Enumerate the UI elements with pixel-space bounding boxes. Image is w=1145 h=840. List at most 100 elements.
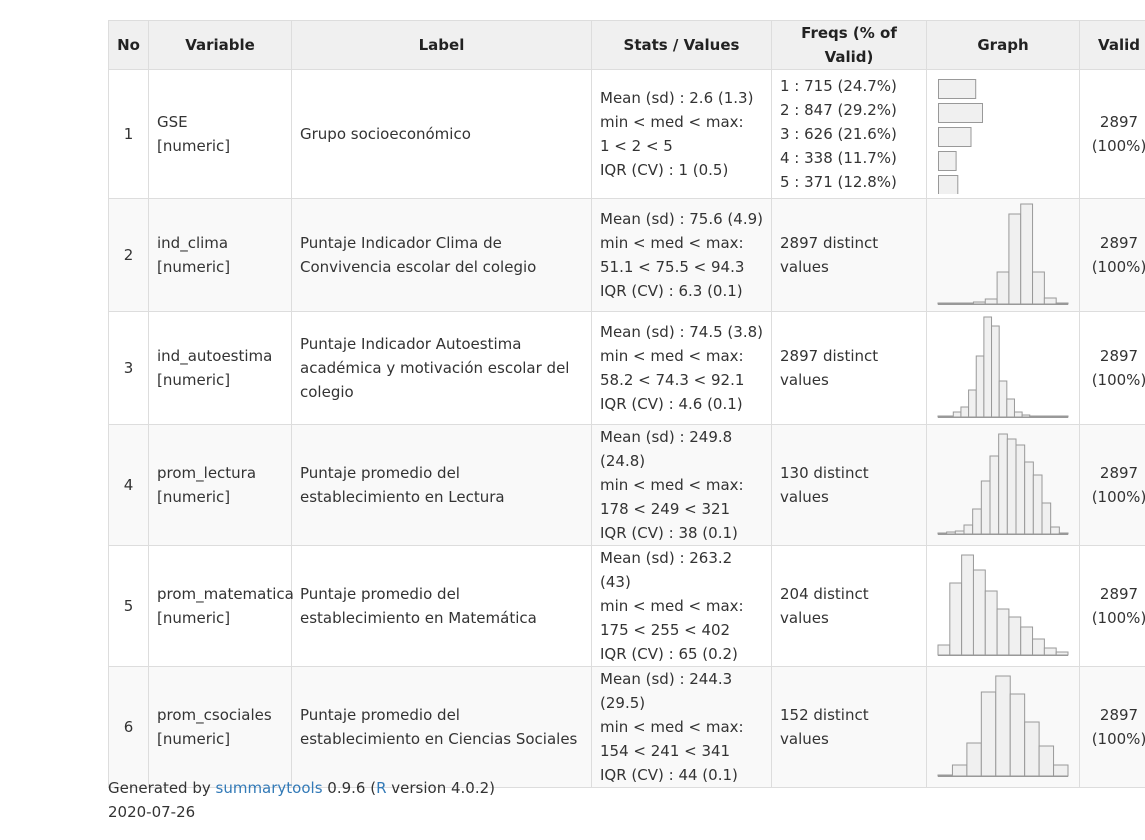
table-row: 3 ind_autoestima [numeric] Puntaje Indicado… [108, 311, 1145, 425]
histogram-bar [937, 644, 951, 656]
variable-cell: prom_matematica [numeric] [148, 545, 294, 667]
valid-count: 2897 [1099, 464, 1139, 482]
freq-line: 4 : 338 (11.7%) [780, 149, 897, 167]
freq-line: 1 : 715 (24.7%) [780, 77, 897, 95]
histogram-bar [996, 271, 1010, 305]
row-number: 2 [108, 198, 149, 312]
histogram-bar [945, 415, 954, 418]
generated-date: 2020-07-26 [108, 803, 196, 821]
stat-line: min < med < max: [600, 347, 744, 365]
histogram-bar [963, 524, 974, 535]
variable-cell: ind_clima [numeric] [148, 198, 292, 312]
variable-name: prom_csociales [157, 706, 272, 724]
valid-percent: (100%) [1091, 137, 1145, 155]
r-version-text: version 4.0.2) [386, 779, 496, 797]
histogram-bar [937, 532, 948, 535]
histogram-bar [961, 554, 974, 656]
histogram-bar [1021, 414, 1031, 418]
histogram-bar [989, 455, 1000, 535]
variable-name: ind_autoestima [157, 347, 273, 365]
histogram-bar [1052, 415, 1061, 418]
histogram-bar [1038, 745, 1055, 777]
label-cell: Puntaje promedio del establecimiento en … [291, 666, 592, 788]
histogram-bar [1043, 297, 1057, 305]
histogram-bar [1044, 415, 1054, 418]
histogram-bar [954, 530, 965, 535]
valid-cell: 2897 (100%) [1079, 69, 1145, 199]
graph-cell [926, 69, 1080, 199]
freq-line: 2 : 847 (29.2%) [780, 101, 897, 119]
histogram-bar [952, 411, 962, 418]
summarytools-link[interactable]: summarytools [215, 779, 323, 797]
variable-type: [numeric] [157, 488, 231, 506]
freqs-cell: 152 distinct values [771, 666, 927, 788]
stat-line: IQR (CV) : 44 (0.1) [600, 766, 738, 784]
histogram-bar [972, 569, 986, 656]
histogram [937, 675, 1069, 777]
histogram-bar [1036, 415, 1046, 418]
valid-cell: 2897 (100%) [1079, 198, 1145, 312]
stat-line: 154 < 241 < 341 [600, 742, 731, 760]
histogram-bar [1053, 764, 1069, 777]
graph-cell [926, 311, 1080, 425]
graph-cell [926, 198, 1080, 312]
variable-name: prom_matematica [157, 585, 294, 603]
histogram-bar [995, 675, 1011, 777]
distinct-values: 152 distinct values [780, 706, 869, 748]
histogram-bar [960, 406, 970, 418]
freq-bar [938, 79, 977, 99]
table-row: 1 GSE [numeric] Grupo socioeconómico Mean (s… [108, 69, 1145, 199]
histogram-bar [991, 325, 1000, 418]
variable-name: ind_clima [157, 234, 229, 252]
stat-line: min < med < max: [600, 476, 744, 494]
table-row: 4 prom_lectura [numeric] Puntaje promedio d… [108, 424, 1145, 546]
freqs-cell: 2897 distinct values [771, 311, 927, 425]
header-valid: Valid [1079, 20, 1145, 70]
histogram-bar [1020, 203, 1034, 305]
stat-line: IQR (CV) : 1 (0.5) [600, 161, 729, 179]
header-no: No [108, 20, 149, 70]
stat-line: 58.2 < 74.3 < 92.1 [600, 371, 745, 389]
stats-cell: Mean (sd) : 263.2 (43) min < med < max: 17… [591, 545, 772, 667]
histogram-bar [1043, 647, 1057, 656]
header-freqs: Freqs (% of Valid) [771, 20, 927, 70]
valid-percent: (100%) [1091, 371, 1145, 389]
row-number: 3 [108, 311, 149, 425]
valid-count: 2897 [1099, 347, 1139, 365]
freq-bar [938, 127, 972, 147]
summary-table: No Variable Label Stats / Values Freqs (… [108, 20, 1145, 788]
header-stats: Stats / Values [591, 20, 772, 70]
valid-count: 2897 [1099, 585, 1139, 603]
label-cell: Puntaje promedio del establecimiento en … [291, 545, 592, 667]
header-graph: Graph [926, 20, 1080, 70]
r-link[interactable]: R [376, 779, 387, 797]
histogram-bar [1059, 415, 1069, 418]
histogram-bar [1013, 411, 1023, 418]
freqs-cell: 130 distinct values [771, 424, 927, 546]
table-row: 2 ind_clima [numeric] Puntaje Indicador Cli… [108, 198, 1145, 312]
stat-line: Mean (sd) : 74.5 (3.8) [600, 323, 763, 341]
histogram-bar [1006, 398, 1015, 418]
stats-cell: Mean (sd) : 74.5 (3.8) min < med < max: 58… [591, 311, 772, 425]
row-number: 6 [108, 666, 149, 788]
row-number: 5 [108, 545, 149, 667]
stat-line: min < med < max: [600, 597, 744, 615]
stat-line: min < med < max: [600, 718, 744, 736]
histogram-bar [996, 608, 1010, 656]
stat-line: Mean (sd) : 2.6 (1.3) [600, 89, 754, 107]
table-row: 6 prom_csociales [numeric] Puntaje promedio… [108, 666, 1145, 788]
stat-line: 178 < 249 < 321 [600, 500, 731, 518]
label-cell: Puntaje Indicador Clima de Convivencia e… [291, 198, 592, 312]
graph-cell [926, 545, 1080, 667]
histogram-bar [1032, 474, 1043, 535]
histogram-bar [961, 302, 974, 305]
freq-bar [938, 151, 957, 171]
variable-type: [numeric] [157, 137, 231, 155]
variable-type: [numeric] [157, 258, 231, 276]
histogram-bar [972, 508, 982, 535]
histogram-bar [968, 389, 977, 418]
valid-count: 2897 [1099, 113, 1139, 131]
histogram-bar [1055, 651, 1069, 656]
freqs-cell: 204 distinct values [771, 545, 927, 667]
histogram-bar [1008, 213, 1022, 305]
